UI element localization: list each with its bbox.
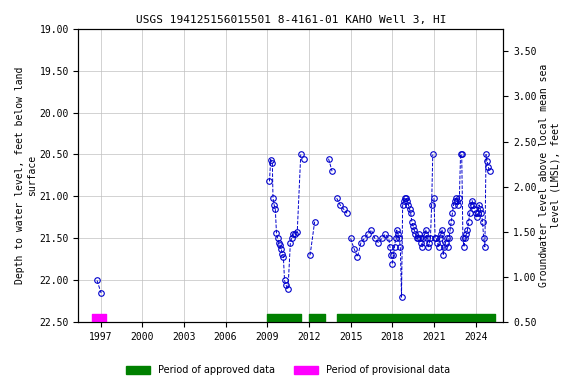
Y-axis label: Groundwater level above local mean sea
level (LMSL), feet: Groundwater level above local mean sea l… bbox=[539, 64, 561, 287]
Legend: Period of approved data, Period of provisional data: Period of approved data, Period of provi… bbox=[122, 361, 454, 379]
Title: USGS 194125156015501 8-4161-01 KAHO Well 3, HI: USGS 194125156015501 8-4161-01 KAHO Well… bbox=[136, 15, 446, 25]
Y-axis label: Depth to water level, feet below land
surface: Depth to water level, feet below land su… bbox=[15, 67, 37, 284]
